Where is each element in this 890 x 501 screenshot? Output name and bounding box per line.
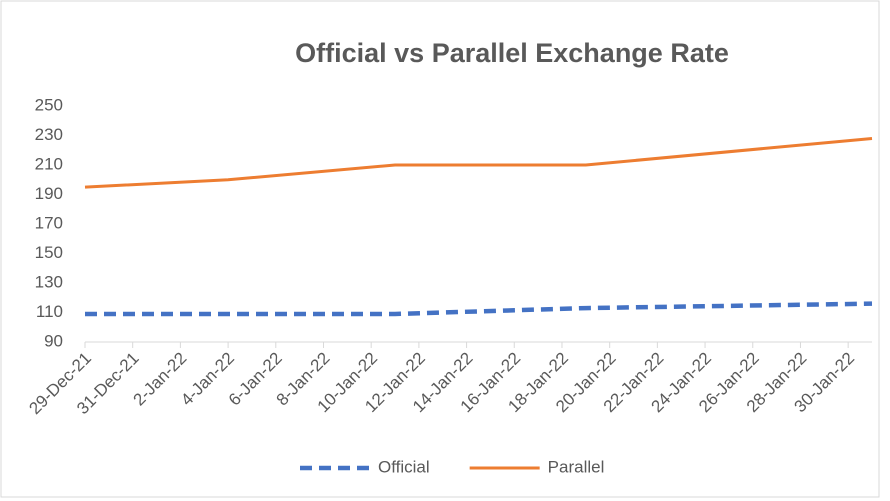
series-line <box>85 301 873 317</box>
y-tick-label: 250 <box>35 95 63 114</box>
y-tick-label: 170 <box>35 213 63 232</box>
legend-label: Parallel <box>548 457 605 476</box>
legend-label: Official <box>378 457 430 476</box>
y-tick-label: 190 <box>35 184 63 203</box>
y-tick-label: 150 <box>35 243 63 262</box>
y-tick-label: 90 <box>44 331 63 350</box>
series-line <box>84 136 873 189</box>
y-tick-label: 130 <box>35 272 63 291</box>
chart-title: Official vs Parallel Exchange Rate <box>295 38 729 68</box>
y-tick-label: 210 <box>35 154 63 173</box>
y-tick-label: 110 <box>36 302 63 321</box>
y-tick-label: 230 <box>35 125 63 144</box>
